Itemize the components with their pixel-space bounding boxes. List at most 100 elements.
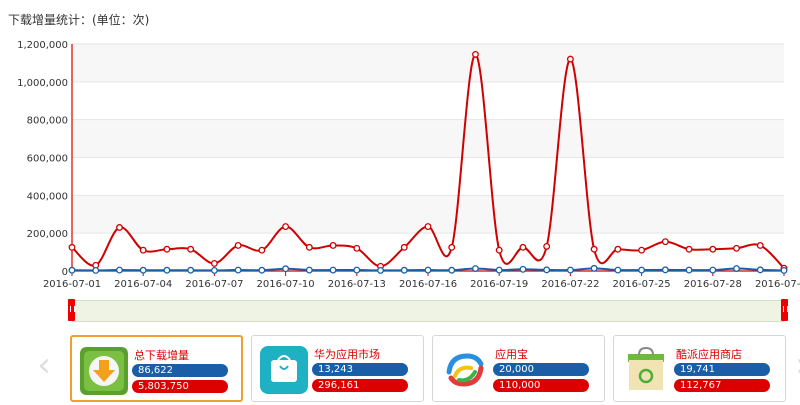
coolpad-bag-icon	[622, 346, 670, 394]
data-point	[566, 266, 574, 274]
data-point	[234, 266, 242, 274]
x-tick-label: 2016-07-04	[114, 279, 172, 290]
data-point	[756, 242, 764, 249]
data-point	[400, 266, 408, 274]
data-point	[329, 266, 337, 274]
data-point	[638, 266, 646, 274]
data-point	[638, 246, 646, 254]
data-point	[448, 243, 456, 251]
download-line-chart: 0 200,000 400,000 600,000 800,000 1,000,000 1,…	[17, 40, 800, 290]
data-point	[495, 246, 503, 254]
data-point	[282, 265, 290, 273]
data-point	[519, 243, 527, 251]
chart-title: 下载增量统计：(单位：次)	[8, 13, 150, 27]
store-increment: 19,741	[674, 363, 770, 376]
data-point	[116, 266, 123, 274]
store-card-yingyongbao[interactable]: 应用宝 20,000 110,000	[432, 335, 605, 402]
data-point	[733, 265, 740, 272]
data-point	[305, 266, 313, 274]
download-arrow-icon	[80, 347, 128, 395]
x-tick-label: 2016-07-10	[257, 279, 315, 290]
data-point	[210, 259, 218, 267]
store-card-coolpad[interactable]: 酷派应用商店 19,741 112,767	[613, 335, 786, 402]
x-tick-label: 2016-07-13	[328, 279, 386, 290]
data-point	[448, 266, 456, 274]
range-slider-left-handle[interactable]	[68, 299, 75, 321]
store-total: 110,000	[493, 379, 589, 392]
data-point	[472, 50, 479, 58]
x-tick-label: 2016-07-28	[684, 279, 742, 290]
y-tick-label: 0	[62, 267, 68, 278]
data-point	[519, 265, 527, 273]
store-increment: 86,622	[132, 364, 228, 377]
data-point	[543, 266, 551, 274]
data-point	[210, 266, 218, 274]
data-point	[590, 245, 598, 253]
x-tick-label: 2016-07-25	[613, 279, 671, 290]
store-name: 酷派应用商店	[676, 348, 742, 361]
data-point	[614, 266, 622, 274]
range-slider-right-handle[interactable]	[781, 299, 788, 321]
data-point	[282, 223, 290, 230]
grid-band	[72, 119, 784, 158]
y-tick-label: 600,000	[27, 154, 68, 165]
data-point	[377, 266, 384, 274]
data-point	[68, 266, 76, 274]
data-point	[543, 242, 551, 250]
data-point	[353, 244, 361, 252]
y-tick-label: 1,200,000	[17, 40, 68, 51]
data-point	[424, 266, 432, 274]
data-point	[566, 55, 574, 63]
x-tick-label: 2016-07-16	[399, 279, 457, 290]
x-tick-label: 2016-07-19	[470, 279, 528, 290]
data-point	[733, 244, 740, 252]
data-point	[472, 265, 479, 272]
data-point	[187, 245, 195, 253]
yingyongbao-swirl-icon	[441, 346, 489, 394]
data-point	[685, 245, 693, 253]
x-tick-label: 2016-07-01	[43, 279, 101, 290]
data-point	[400, 243, 408, 251]
data-point	[495, 266, 503, 274]
data-point	[139, 246, 147, 254]
store-total: 112,767	[674, 379, 770, 392]
data-point	[424, 223, 432, 230]
data-point	[709, 266, 717, 274]
data-point	[661, 238, 669, 246]
carousel-prev-icon[interactable]: ‹	[37, 345, 51, 385]
y-tick-label: 200,000	[27, 229, 68, 240]
data-point	[258, 246, 266, 254]
data-point	[709, 245, 717, 253]
store-name: 华为应用市场	[314, 348, 380, 361]
data-point	[685, 266, 693, 274]
data-point	[661, 266, 669, 274]
y-tick-label: 1,000,000	[17, 78, 68, 89]
data-point	[756, 266, 764, 274]
data-point	[92, 266, 100, 274]
store-card-total[interactable]: 总下载增量 86,622 5,803,750	[70, 335, 243, 402]
data-point	[329, 242, 337, 249]
store-total: 5,803,750	[132, 380, 228, 393]
x-tick-label: 2016-07-07	[185, 279, 243, 290]
y-tick-label: 400,000	[27, 191, 68, 202]
huawei-bag-icon	[260, 346, 308, 394]
store-card-huawei[interactable]: 华为应用市场 13,243 296,161	[251, 335, 424, 402]
carousel-next-icon[interactable]: ›	[792, 348, 800, 382]
range-slider[interactable]	[68, 299, 788, 322]
data-point	[116, 224, 123, 231]
series-line-0	[71, 53, 785, 269]
store-name: 总下载增量	[134, 349, 189, 362]
data-point	[258, 266, 266, 274]
data-point	[353, 266, 361, 274]
grid-band	[72, 44, 784, 82]
data-point	[68, 243, 76, 251]
data-point	[139, 266, 147, 274]
data-point	[163, 266, 171, 274]
data-point	[187, 266, 195, 274]
y-tick-label: 800,000	[27, 116, 68, 127]
store-name: 应用宝	[495, 348, 528, 361]
data-point	[163, 245, 171, 253]
x-tick-label: 2016-07-31	[755, 279, 800, 290]
data-point	[305, 243, 313, 251]
data-point	[590, 264, 598, 272]
